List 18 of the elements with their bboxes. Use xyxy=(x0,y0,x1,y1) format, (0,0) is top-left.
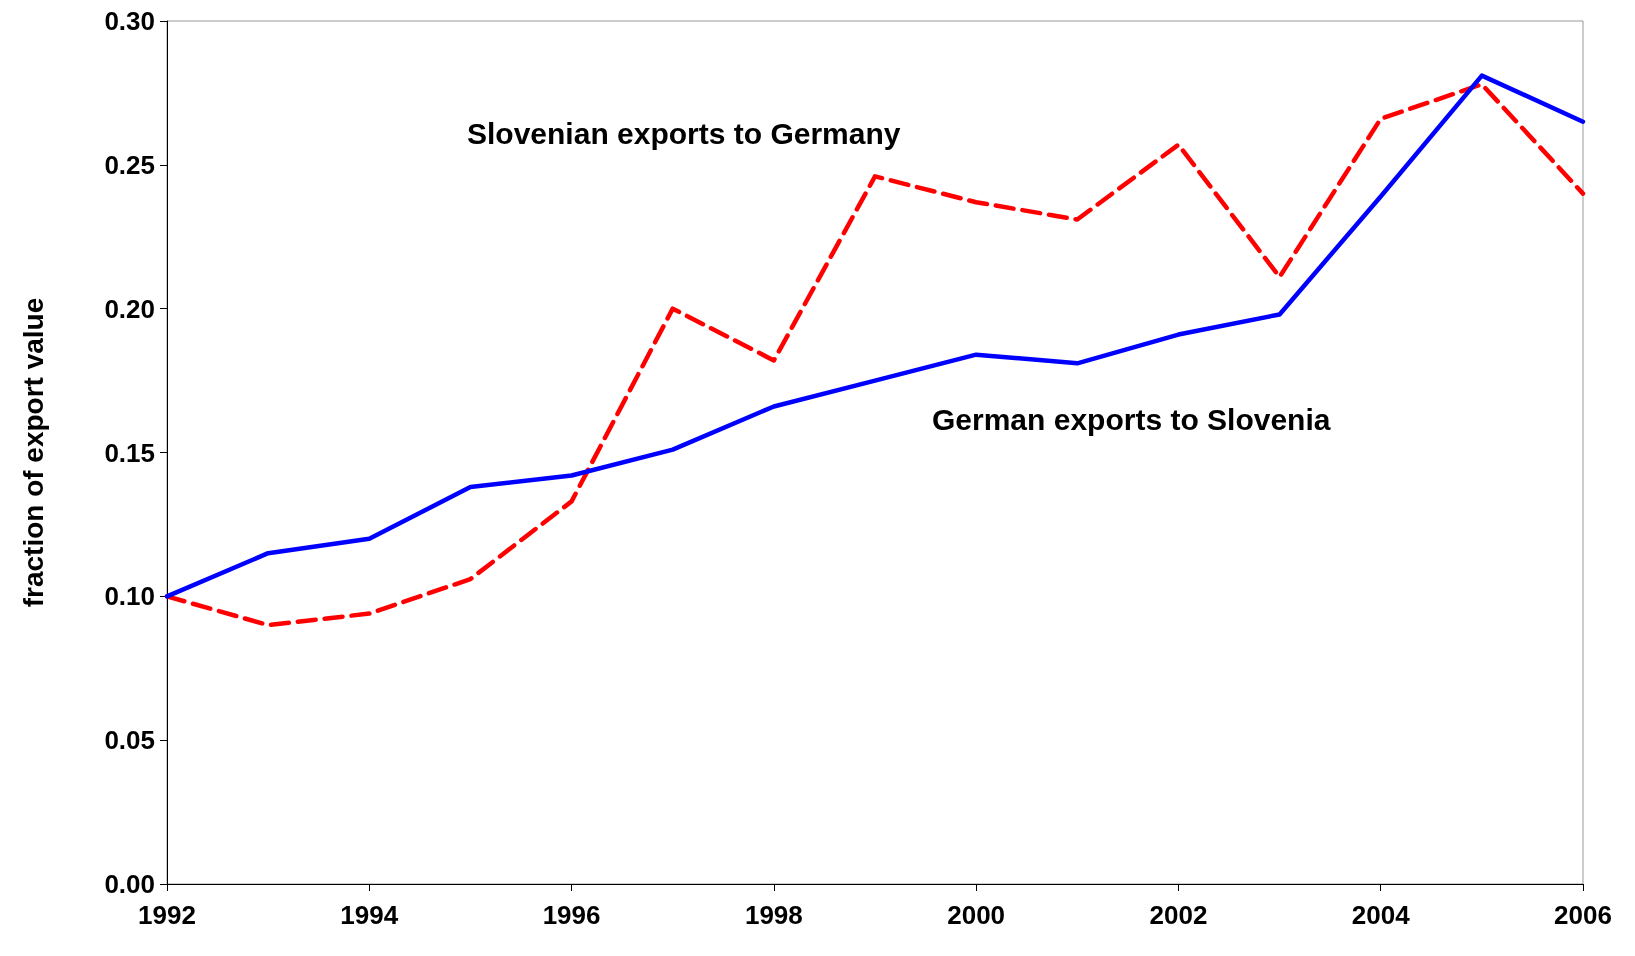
x-tick-label: 2002 xyxy=(1149,900,1208,930)
x-tick-label: 2000 xyxy=(947,900,1006,930)
y-tick-label: 0.00 xyxy=(104,869,155,899)
y-tick-label: 0.20 xyxy=(104,293,155,324)
series-label: Slovenian exports to Germany xyxy=(467,116,901,150)
series-label: German exports to Slovenia xyxy=(932,402,1331,436)
y-tick-label: 0.30 xyxy=(104,6,155,36)
y-tick-label: 0.15 xyxy=(104,437,155,468)
y-axis-title: fraction of export value xyxy=(17,297,49,608)
y-tick-label: 0.05 xyxy=(104,725,155,756)
y-tick-label: 0.25 xyxy=(104,149,155,180)
x-tick-label: 2006 xyxy=(1554,900,1612,930)
x-tick-label: 1994 xyxy=(340,900,399,930)
x-tick-label: 1992 xyxy=(138,900,196,930)
x-tick-label: 1996 xyxy=(542,900,601,930)
x-tick-label: 1998 xyxy=(744,900,803,930)
x-tick-label: 2004 xyxy=(1351,900,1411,930)
y-tick-label: 0.10 xyxy=(104,581,155,612)
